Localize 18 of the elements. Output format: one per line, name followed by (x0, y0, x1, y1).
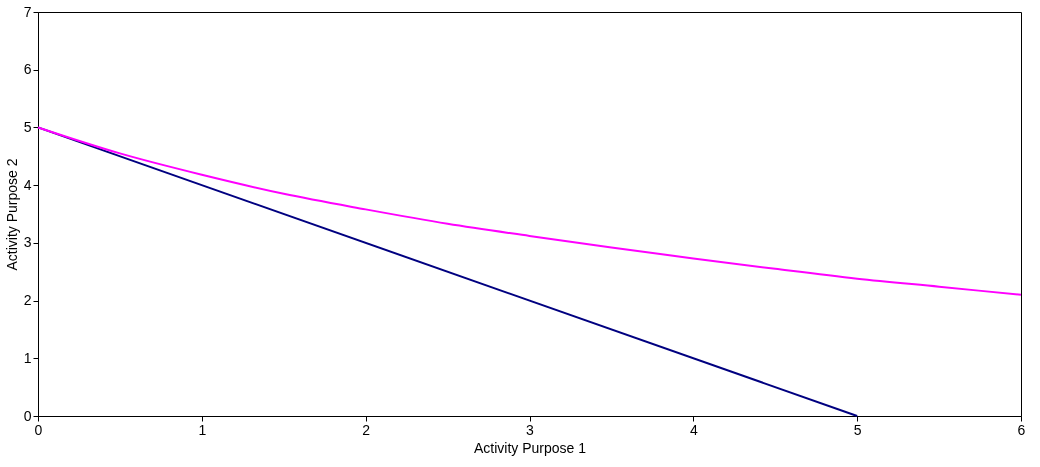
x-tick-label: 4 (689, 421, 698, 438)
x-tick-label: 0 (34, 421, 43, 438)
x-tick-label: 5 (853, 421, 862, 438)
line-series (37, 126, 1022, 296)
y-tick-label: 2 (23, 292, 32, 309)
y-tick-label: 3 (23, 234, 32, 251)
x-tick-label: 1 (198, 421, 207, 438)
x-tick-label: 6 (1017, 421, 1026, 438)
y-tick-label: 1 (23, 349, 32, 366)
x-tick-label: 3 (526, 421, 535, 438)
x-tick-label: 2 (362, 421, 371, 438)
x-axis-title: Activity Purpose 1 (473, 439, 587, 456)
y-tick-label: 6 (23, 61, 32, 78)
y-tick-label: 0 (23, 407, 32, 424)
y-tick-label: 4 (23, 176, 32, 193)
y-tick-label: 5 (23, 118, 32, 135)
y-axis-title: Activity Purpose 2 (3, 158, 20, 271)
y-tick-label: 7 (23, 3, 32, 20)
